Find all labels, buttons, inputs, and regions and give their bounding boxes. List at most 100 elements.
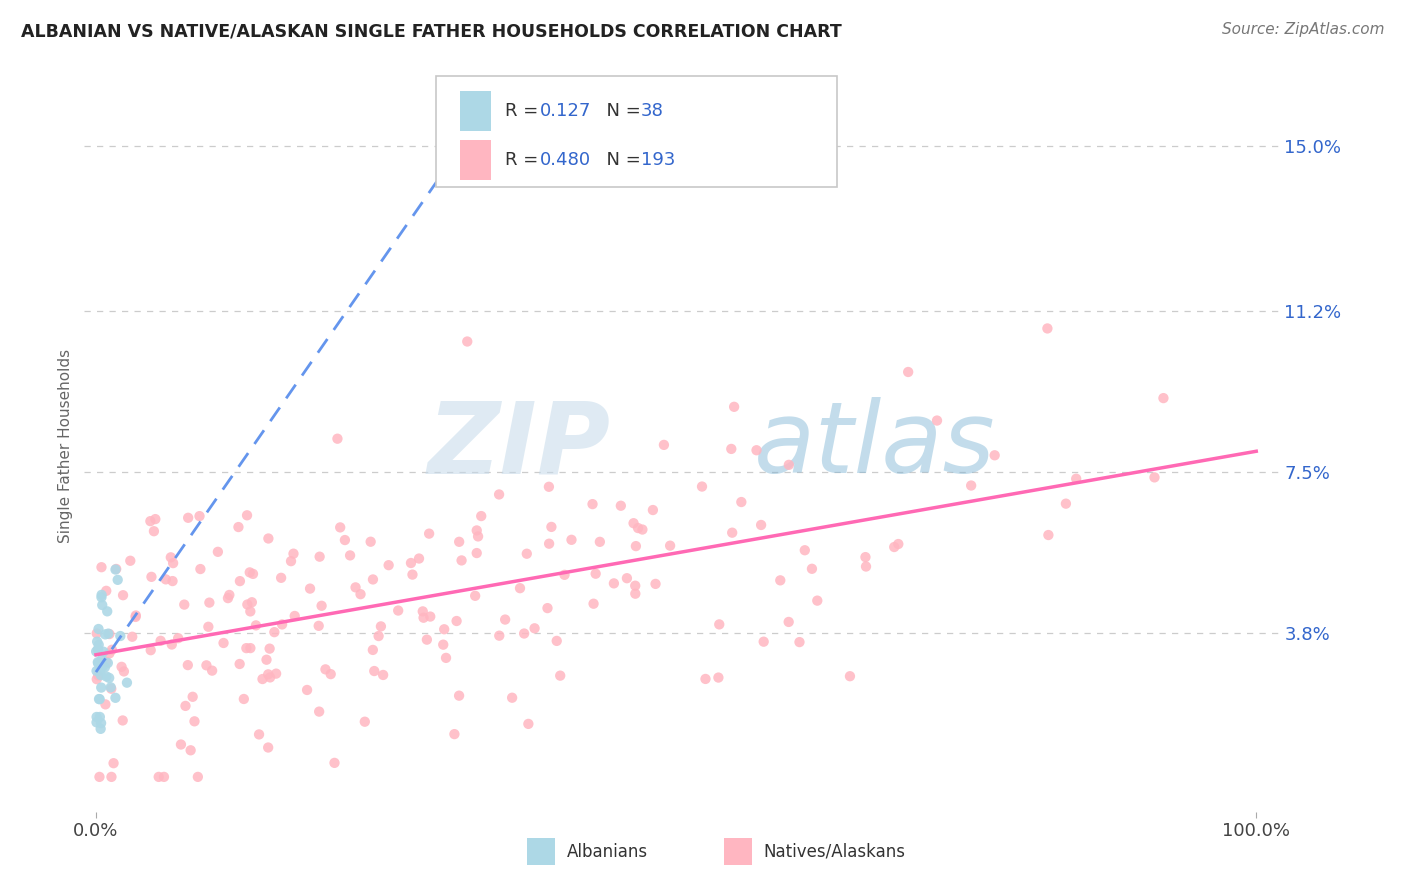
Point — [623, 516, 645, 531]
Point — [96, 669, 118, 683]
Point — [86, 634, 108, 648]
Point — [270, 571, 292, 585]
Point — [855, 559, 877, 574]
Point — [887, 537, 910, 551]
Point — [720, 442, 742, 456]
Point — [257, 740, 280, 755]
Point — [93, 645, 115, 659]
Point — [778, 615, 800, 629]
Point — [280, 554, 302, 568]
Point — [793, 543, 815, 558]
Point — [141, 570, 163, 584]
Point — [745, 443, 768, 458]
Point — [339, 549, 361, 563]
Point — [464, 589, 486, 603]
Point — [1152, 391, 1174, 405]
Point — [257, 667, 280, 681]
Point — [443, 727, 465, 741]
Point — [399, 556, 422, 570]
Text: ALBANIAN VS NATIVE/ALASKAN SINGLE FATHER HOUSEHOLDS CORRELATION CHART: ALBANIAN VS NATIVE/ALASKAN SINGLE FATHER… — [21, 22, 842, 40]
Point — [560, 533, 582, 547]
Point — [432, 638, 454, 652]
Point — [416, 632, 439, 647]
Point — [174, 698, 197, 713]
Point — [806, 593, 828, 607]
Point — [228, 657, 250, 671]
Point — [695, 672, 717, 686]
Point — [240, 595, 263, 609]
Point — [257, 532, 280, 546]
Text: Source: ZipAtlas.com: Source: ZipAtlas.com — [1222, 22, 1385, 37]
Point — [624, 587, 647, 601]
Text: Albanians: Albanians — [567, 843, 648, 861]
Point — [89, 664, 111, 678]
Point — [149, 633, 172, 648]
Point — [925, 413, 948, 427]
Point — [855, 550, 877, 565]
Point — [1064, 472, 1087, 486]
Point — [517, 717, 540, 731]
Point — [86, 710, 108, 724]
Text: 0.127: 0.127 — [540, 102, 592, 120]
Point — [554, 567, 576, 582]
Point — [121, 630, 143, 644]
Text: ZIP: ZIP — [427, 398, 610, 494]
Point — [90, 681, 112, 695]
Point — [256, 653, 278, 667]
Point — [360, 534, 382, 549]
Point — [87, 642, 110, 657]
Point — [644, 577, 666, 591]
Point — [89, 710, 111, 724]
Point — [212, 636, 235, 650]
Point — [228, 520, 250, 534]
Point — [723, 400, 745, 414]
Point — [236, 508, 259, 523]
Point — [284, 609, 307, 624]
Point — [641, 503, 664, 517]
Point — [488, 629, 510, 643]
Point — [180, 743, 202, 757]
Point — [1054, 497, 1077, 511]
Point — [197, 620, 219, 634]
Point — [104, 690, 127, 705]
Point — [112, 665, 135, 679]
Point — [153, 770, 176, 784]
Point — [87, 668, 110, 682]
Point — [548, 668, 571, 682]
Point — [125, 608, 148, 623]
Point — [90, 722, 112, 736]
Point — [148, 770, 170, 784]
Point — [488, 487, 510, 501]
Point — [616, 571, 638, 585]
Point — [456, 334, 478, 349]
Point — [155, 573, 177, 587]
Point — [707, 671, 730, 685]
Point — [97, 626, 120, 640]
Point — [115, 675, 138, 690]
Point — [433, 622, 456, 636]
Point — [143, 512, 166, 526]
Point — [188, 509, 211, 524]
Point — [86, 626, 108, 640]
Point — [434, 651, 457, 665]
Point — [589, 534, 612, 549]
Text: 38: 38 — [641, 102, 664, 120]
Point — [217, 591, 239, 606]
Point — [90, 560, 112, 574]
Point — [239, 566, 262, 580]
Point — [91, 652, 114, 666]
Point — [449, 689, 471, 703]
Point — [101, 642, 124, 657]
Point — [319, 667, 342, 681]
Point — [160, 638, 183, 652]
Point — [610, 499, 633, 513]
Point — [239, 604, 262, 618]
Point — [1143, 470, 1166, 484]
Point — [247, 727, 270, 741]
Point — [94, 660, 117, 674]
Point — [170, 738, 193, 752]
Point — [749, 518, 772, 533]
Point — [98, 647, 121, 661]
Point — [162, 574, 184, 588]
Point — [709, 617, 731, 632]
